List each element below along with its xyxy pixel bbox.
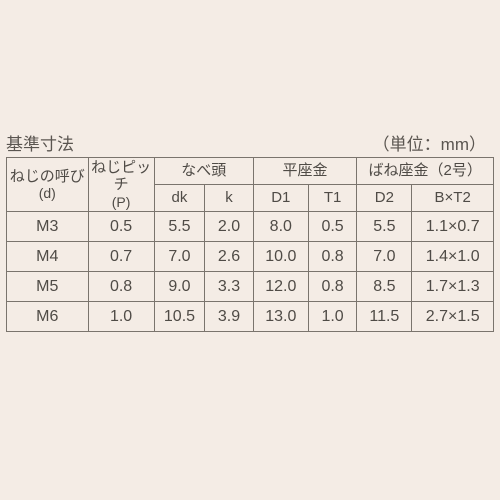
table-row: M6 1.0 10.5 3.9 13.0 1.0 11.5 2.7×1.5: [7, 302, 494, 332]
col-header-name-sub: (d): [7, 185, 88, 201]
cell-d: M5: [7, 272, 89, 302]
table-title: 基準寸法: [6, 130, 74, 155]
cell-d2: 8.5: [357, 272, 412, 302]
table-body: M3 0.5 5.5 2.0 8.0 0.5 5.5 1.1×0.7 M4 0.…: [7, 212, 494, 332]
cell-bt2: 2.7×1.5: [412, 302, 494, 332]
cell-k: 3.9: [205, 302, 253, 332]
cell-d1: 10.0: [253, 242, 308, 272]
cell-p: 0.7: [88, 242, 154, 272]
table-row: M5 0.8 9.0 3.3 12.0 0.8 8.5 1.7×1.3: [7, 272, 494, 302]
header-row: 基準寸法 （単位：mm）: [0, 130, 500, 157]
cell-dk: 9.0: [154, 272, 205, 302]
cell-p: 0.5: [88, 212, 154, 242]
col-header-name-label: ねじの呼び: [10, 168, 85, 185]
cell-d2: 11.5: [357, 302, 412, 332]
cell-t1: 0.5: [308, 212, 356, 242]
col-header-pitch: ねじピッチ (P): [88, 158, 154, 212]
col-header-pitch-label: ねじピッチ: [91, 159, 151, 193]
col-header-spring: ばね座金（2号）: [357, 158, 494, 185]
col-header-bt2: B×T2: [412, 185, 494, 212]
cell-bt2: 1.1×0.7: [412, 212, 494, 242]
col-header-d1: D1: [253, 185, 308, 212]
col-header-t1: T1: [308, 185, 356, 212]
cell-dk: 5.5: [154, 212, 205, 242]
cell-k: 2.0: [205, 212, 253, 242]
cell-dk: 7.0: [154, 242, 205, 272]
dimensions-table: ねじの呼び (d) ねじピッチ (P) なべ頭 平座金 ばね座金（2号） dk …: [6, 157, 494, 332]
table-row: M4 0.7 7.0 2.6 10.0 0.8 7.0 1.4×1.0: [7, 242, 494, 272]
cell-bt2: 1.7×1.3: [412, 272, 494, 302]
cell-d1: 12.0: [253, 272, 308, 302]
cell-t1: 1.0: [308, 302, 356, 332]
col-header-dk: dk: [154, 185, 205, 212]
cell-p: 0.8: [88, 272, 154, 302]
col-header-pan: なべ頭: [154, 158, 253, 185]
table-head: ねじの呼び (d) ねじピッチ (P) なべ頭 平座金 ばね座金（2号） dk …: [7, 158, 494, 212]
cell-d: M3: [7, 212, 89, 242]
cell-d1: 8.0: [253, 212, 308, 242]
cell-d: M6: [7, 302, 89, 332]
cell-d2: 5.5: [357, 212, 412, 242]
col-header-k: k: [205, 185, 253, 212]
cell-bt2: 1.4×1.0: [412, 242, 494, 272]
unit-label: （単位：mm）: [373, 130, 486, 155]
col-header-d2: D2: [357, 185, 412, 212]
cell-t1: 0.8: [308, 272, 356, 302]
col-header-pitch-sub: (P): [89, 194, 154, 210]
cell-d1: 13.0: [253, 302, 308, 332]
cell-d: M4: [7, 242, 89, 272]
table-row: M3 0.5 5.5 2.0 8.0 0.5 5.5 1.1×0.7: [7, 212, 494, 242]
spec-sheet: 基準寸法 （単位：mm） ねじの呼び (d) ねじピッチ (P) なべ頭 平座金…: [0, 0, 500, 500]
cell-k: 3.3: [205, 272, 253, 302]
cell-dk: 10.5: [154, 302, 205, 332]
cell-k: 2.6: [205, 242, 253, 272]
col-header-name: ねじの呼び (d): [7, 158, 89, 212]
cell-t1: 0.8: [308, 242, 356, 272]
cell-d2: 7.0: [357, 242, 412, 272]
cell-p: 1.0: [88, 302, 154, 332]
col-header-flat: 平座金: [253, 158, 357, 185]
